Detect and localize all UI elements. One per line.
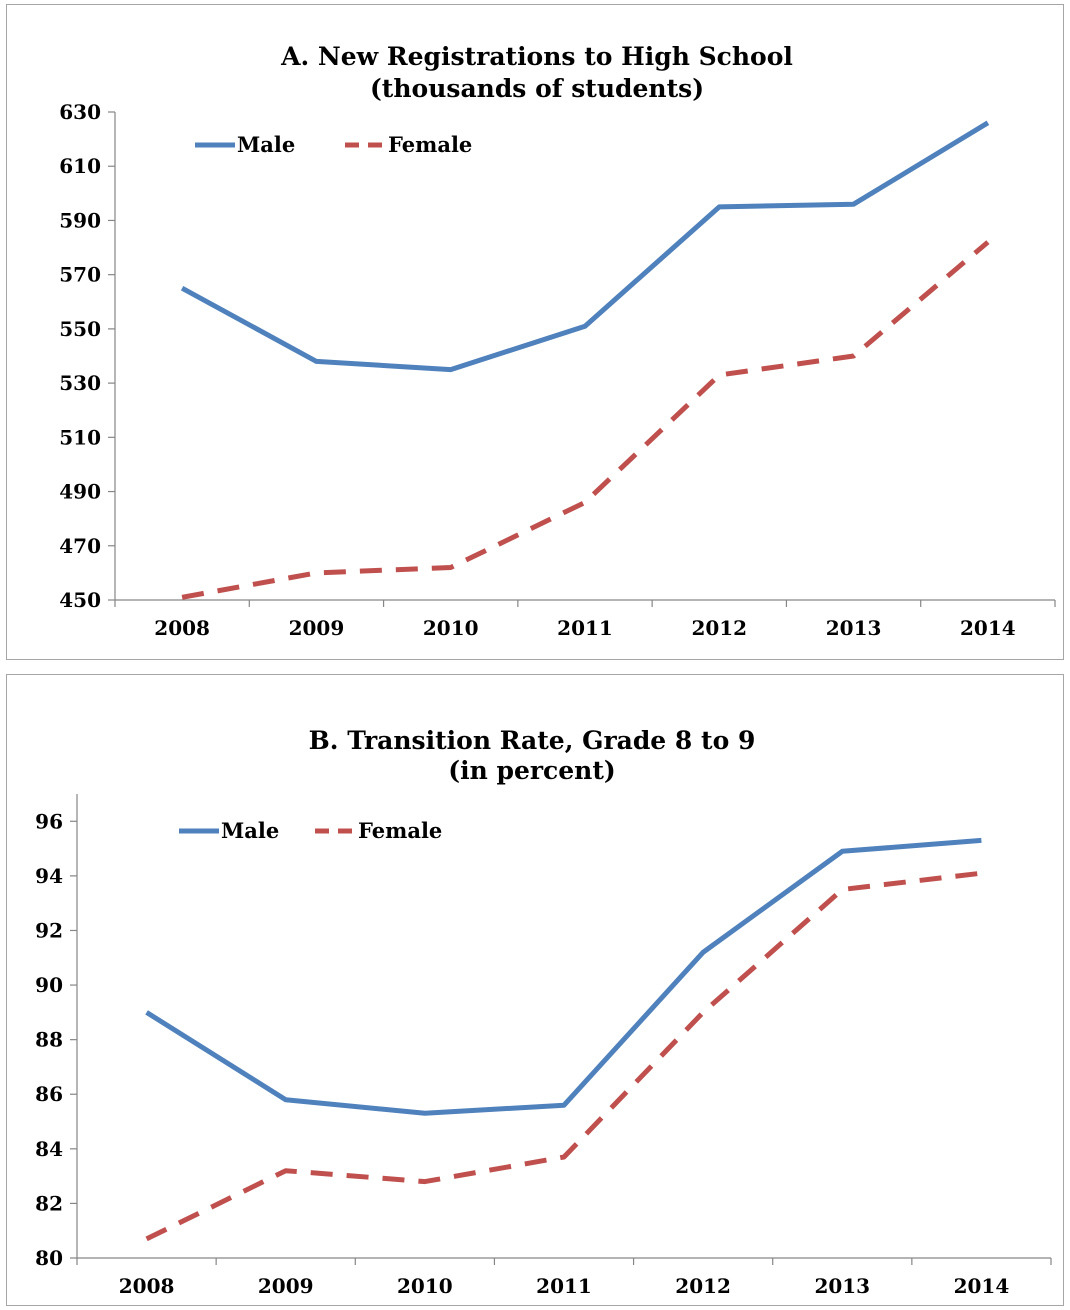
chart-title: B. Transition Rate, Grade 8 to 9 xyxy=(309,726,756,755)
x-tick-label: 2010 xyxy=(423,616,479,640)
y-tick-label: 550 xyxy=(59,317,101,341)
legend-label-male: Male xyxy=(237,132,295,157)
chart-panel-a: A. New Registrations to High School (tho… xyxy=(6,4,1064,660)
y-tick-label: 530 xyxy=(59,371,101,395)
y-tick-label: 590 xyxy=(59,208,101,232)
x-tick-label: 2012 xyxy=(691,616,747,640)
x-tick-label: 2008 xyxy=(154,616,210,640)
y-tick-label: 610 xyxy=(59,154,101,178)
y-tick-label: 86 xyxy=(35,1082,63,1106)
y-tick-label: 510 xyxy=(59,425,101,449)
y-tick-label: 470 xyxy=(59,534,101,558)
y-tick-label: 490 xyxy=(59,480,101,504)
y-tick-label: 630 xyxy=(59,100,101,124)
line-chart-b: B. Transition Rate, Grade 8 to 9 (in per… xyxy=(35,726,1052,1298)
x-tick-label: 2011 xyxy=(536,1274,592,1298)
x-tick-label: 2014 xyxy=(960,616,1016,640)
series-line-female xyxy=(145,870,982,1242)
y-tick-label: 94 xyxy=(35,864,63,888)
x-tick-label: 2013 xyxy=(814,1274,870,1298)
chart-panel-b: B. Transition Rate, Grade 8 to 9 (in per… xyxy=(6,674,1064,1306)
y-tick-label: 82 xyxy=(35,1191,63,1215)
axes: 80 82 84 86 88 90 92 94 96 2008 2009 2010 2011 2012 20… xyxy=(35,794,1052,1298)
x-tick-label: 2009 xyxy=(289,616,345,640)
chart-subtitle: (thousands of students) xyxy=(370,74,704,103)
chart-title: A. New Registrations to High School xyxy=(280,42,793,71)
x-tick-label: 2014 xyxy=(954,1274,1010,1298)
legend-label-male: Male xyxy=(221,818,279,843)
y-tick-label: 84 xyxy=(35,1137,63,1161)
legend: Male Female xyxy=(195,132,472,157)
x-tick-label: 2010 xyxy=(397,1274,453,1298)
y-tick-label: 80 xyxy=(35,1246,63,1270)
axes: 450 470 490 510 530 550 570 590 610 630 2008 2009 20… xyxy=(59,100,1056,640)
legend: Male Female xyxy=(179,818,442,843)
y-tick-label: 90 xyxy=(35,973,63,997)
x-tick-label: 2009 xyxy=(258,1274,314,1298)
x-tick-label: 2012 xyxy=(675,1274,731,1298)
series-line-male xyxy=(180,120,990,373)
y-tick-label: 570 xyxy=(59,263,101,287)
x-tick-label: 2008 xyxy=(119,1274,175,1298)
x-tick-label: 2013 xyxy=(826,616,882,640)
y-tick-label: 450 xyxy=(59,588,101,612)
legend-label-female: Female xyxy=(388,132,472,157)
chart-subtitle: (in percent) xyxy=(448,756,615,785)
y-tick-label: 92 xyxy=(35,918,63,942)
series-line-male xyxy=(145,837,982,1116)
x-tick-label: 2011 xyxy=(557,616,613,640)
y-tick-label: 96 xyxy=(35,809,63,833)
y-tick-label: 88 xyxy=(35,1028,63,1052)
legend-label-female: Female xyxy=(358,818,442,843)
line-chart-a: A. New Registrations to High School (tho… xyxy=(59,42,1056,640)
series-line-female xyxy=(181,240,990,600)
